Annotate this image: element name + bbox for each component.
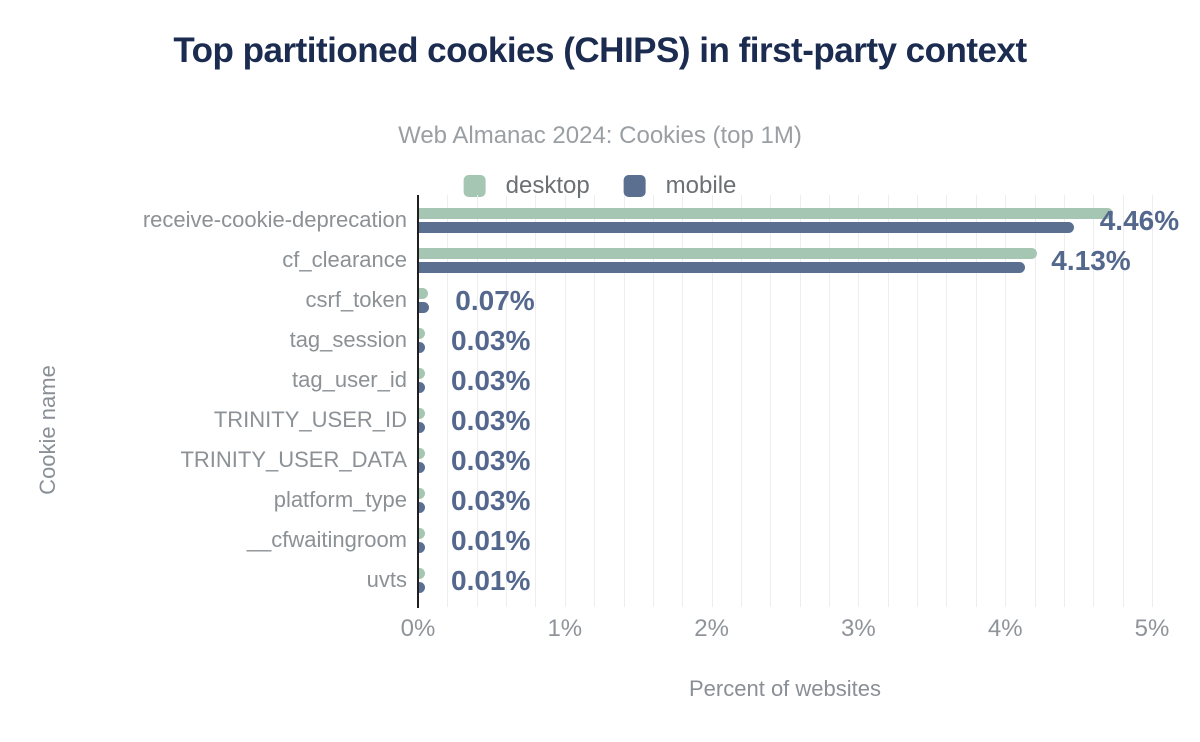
bar-desktop — [419, 248, 1038, 259]
legend-item-mobile: mobile — [623, 172, 737, 200]
grid-line — [1152, 195, 1153, 607]
x-tick-label: 1% — [547, 615, 583, 642]
bar-desktop — [419, 368, 425, 379]
x-tick-label: 3% — [841, 615, 876, 642]
bar-mobile — [419, 502, 425, 513]
value-label: 0.01% — [451, 564, 531, 596]
legend: desktop mobile — [463, 172, 737, 200]
bar-mobile — [419, 382, 425, 393]
category-label: uvts — [366, 567, 407, 592]
grid-line — [652, 195, 654, 607]
y-axis-line — [417, 195, 419, 608]
grid-line — [476, 195, 478, 607]
chart-title: Top partitioned cookies (CHIPS) in first… — [173, 31, 1027, 70]
value-label: 0.03% — [451, 324, 531, 356]
legend-item-desktop: desktop — [463, 172, 590, 200]
bar-mobile — [419, 262, 1026, 273]
bar-desktop — [419, 208, 1114, 219]
grid-line — [564, 195, 566, 607]
category-label: tag_user_id — [292, 367, 407, 392]
category-label: csrf_token — [305, 287, 408, 312]
y-axis-title: Cookie name — [35, 365, 60, 495]
chart-subtitle: Web Almanac 2024: Cookies (top 1M) — [398, 122, 802, 149]
value-label: 0.03% — [451, 364, 531, 396]
value-label: 4.13% — [1051, 244, 1131, 276]
bar-desktop — [419, 528, 425, 539]
legend-label-desktop: desktop — [505, 172, 590, 199]
grid-line — [1034, 195, 1036, 607]
x-tick-label: 4% — [987, 615, 1023, 642]
bar-mobile — [419, 542, 425, 553]
x-tick-label: 5% — [1134, 615, 1170, 642]
category-label: __cfwaitingroom — [246, 527, 407, 552]
desktop-swatch-icon — [463, 175, 486, 197]
grid-line — [975, 195, 977, 607]
x-axis-title: Percent of websites — [689, 676, 881, 701]
bar-mobile — [419, 302, 430, 313]
grid-line — [682, 195, 684, 607]
grid-line — [770, 195, 772, 607]
value-label: 0.07% — [455, 284, 535, 316]
bar-mobile — [419, 462, 425, 473]
grid-line — [447, 195, 449, 607]
value-label: 0.03% — [451, 484, 531, 516]
mobile-swatch-icon — [623, 175, 646, 197]
value-label: 0.03% — [451, 404, 531, 436]
grid-line — [506, 195, 508, 607]
grid-line — [1063, 195, 1065, 607]
legend-label-mobile: mobile — [665, 172, 737, 199]
grid-line — [1093, 195, 1095, 607]
bar-desktop — [419, 288, 428, 299]
grid-line — [799, 195, 801, 607]
grid-line — [535, 195, 537, 607]
bar-desktop — [419, 408, 425, 419]
value-label: 4.46% — [1099, 204, 1180, 236]
category-label: cf_clearance — [282, 247, 407, 272]
category-label: receive-cookie-deprecation — [142, 207, 407, 232]
grid-line — [740, 195, 742, 607]
category-label: TRINITY_USER_DATA — [180, 447, 407, 472]
grid-line — [829, 195, 831, 607]
grid-line — [711, 195, 713, 607]
category-label: platform_type — [273, 487, 407, 512]
value-label: 0.01% — [451, 524, 531, 556]
grid-line — [887, 195, 889, 607]
bar-mobile — [419, 582, 425, 593]
bar-desktop — [419, 488, 425, 499]
grid-line — [623, 195, 625, 607]
grid-line — [1005, 195, 1007, 607]
category-label: tag_session — [289, 327, 407, 352]
bar-mobile — [419, 222, 1074, 233]
grid-line — [858, 195, 860, 607]
x-tick-label: 0% — [400, 615, 436, 642]
category-label: TRINITY_USER_ID — [213, 407, 407, 432]
grid-line — [594, 195, 596, 607]
bar-desktop — [419, 328, 425, 339]
bar-desktop — [419, 568, 425, 579]
grid-line — [1122, 195, 1124, 607]
grid-line — [917, 195, 919, 607]
value-label: 0.03% — [451, 444, 531, 476]
bar-mobile — [419, 422, 425, 433]
bar-desktop — [419, 448, 425, 459]
x-tick-label: 2% — [694, 615, 729, 642]
grid-line — [946, 195, 948, 607]
bar-mobile — [419, 342, 425, 353]
